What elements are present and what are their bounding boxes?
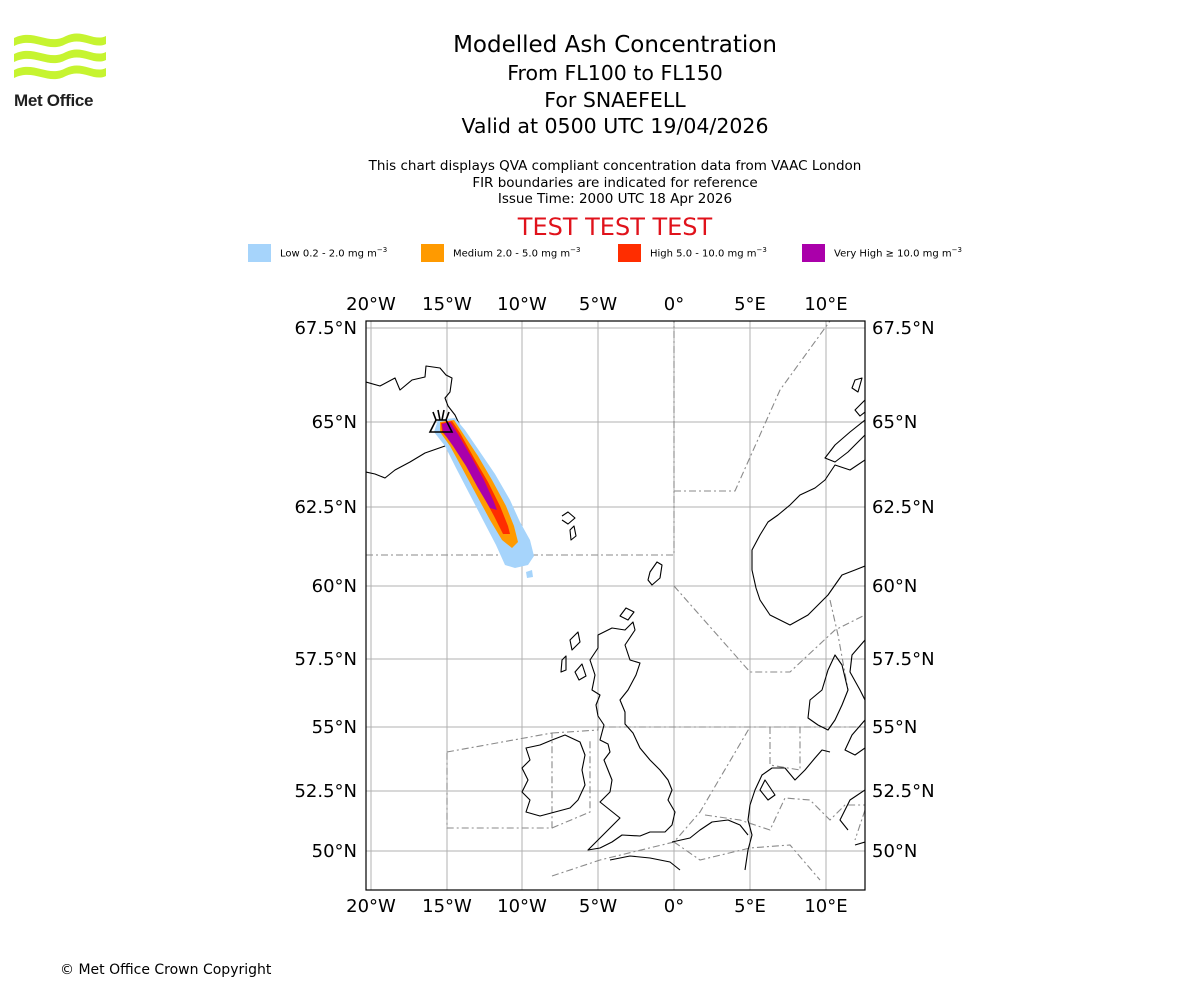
lon-tick-label: 20°W: [346, 294, 396, 315]
lon-tick-label: 0°: [664, 294, 684, 315]
legend-name: Medium: [453, 248, 493, 260]
lon-tick-label: 5°W: [579, 896, 617, 917]
legend-swatch-low: [248, 244, 271, 262]
volcano-icon: [428, 409, 454, 433]
subtitle-line: This chart displays QVA compliant concen…: [368, 158, 862, 174]
lon-tick-label: 20°W: [346, 896, 396, 917]
ash-low-blob: [526, 570, 533, 578]
legend-name: High: [650, 248, 673, 260]
subtitle-line: FIR boundaries are indicated for referen…: [472, 174, 758, 191]
lat-tick-label: 57.5°N: [294, 649, 357, 670]
subtitle-block: This chart displays QVA compliant concen…: [315, 158, 915, 208]
legend-range: 5.0 - 10.0: [676, 248, 725, 260]
legend-range: 0.2 - 2.0: [302, 248, 345, 260]
lat-tick-label: 62.5°N: [294, 497, 357, 518]
coastlines: [366, 365, 865, 871]
lon-tick-label: 5°E: [734, 896, 766, 917]
lon-tick-label: 5°E: [734, 294, 766, 315]
legend-label-medium: Medium 2.0 - 5.0 mg m−3: [453, 246, 581, 259]
lon-tick-label: 10°E: [804, 294, 847, 315]
lat-tick-label: 50°N: [872, 841, 917, 862]
lon-tick-label: 10°W: [497, 896, 547, 917]
valid-time: Valid at 0500 UTC 19/04/2026: [461, 114, 769, 138]
chart-title: Modelled Ash Concentration: [453, 32, 777, 58]
legend-unit: mg m: [922, 248, 952, 260]
legend-unit: mg m: [727, 248, 757, 260]
copyright: © Met Office Crown Copyright: [60, 962, 272, 978]
lat-labels-left: 67.5°N 65°N 62.5°N 60°N 57.5°N 55°N 52.5…: [294, 318, 357, 862]
lat-tick-label: 60°N: [312, 576, 357, 597]
issue-time: Issue Time: 2000 UTC 18 Apr 2026: [497, 191, 733, 207]
lat-tick-label: 52.5°N: [872, 781, 935, 802]
volcano-name: For SNAEFELL: [544, 87, 686, 112]
lat-tick-label: 65°N: [872, 412, 917, 433]
lon-tick-label: 15°W: [422, 896, 472, 917]
legend-label-low: Low 0.2 - 2.0 mg m−3: [280, 246, 387, 259]
legend-unit-exp: −3: [376, 246, 388, 254]
lat-tick-label: 55°N: [312, 717, 357, 738]
legend-unit-exp: −3: [756, 246, 767, 254]
met-office-logo: Met Office: [14, 30, 109, 112]
legend-unit-exp: −3: [951, 246, 962, 254]
lat-tick-label: 67.5°N: [872, 318, 935, 339]
lon-tick-label: 10°W: [497, 294, 547, 315]
legend-unit-exp: −3: [570, 246, 581, 254]
wave-logo-icon: [14, 33, 106, 80]
legend-name: Very High: [834, 248, 883, 260]
legend-swatch-very-high: [802, 244, 825, 262]
lon-labels-bottom: 20°W 15°W 10°W 5°W 0° 5°E 10°E: [346, 896, 847, 917]
legend-range: 2.0 - 5.0: [496, 248, 538, 260]
test-banner: TEST TEST TEST: [517, 213, 713, 241]
lat-tick-label: 52.5°N: [294, 781, 357, 802]
lat-tick-label: 60°N: [872, 576, 917, 597]
lon-tick-label: 15°W: [422, 294, 472, 315]
ash-very-high: [442, 422, 497, 510]
ash-plume: [434, 418, 534, 578]
lat-tick-label: 55°N: [872, 717, 917, 738]
lat-tick-label: 62.5°N: [872, 497, 935, 518]
logo-text: Met Office: [14, 91, 94, 110]
legend-swatch-medium: [421, 244, 444, 262]
lon-labels-top: 20°W 15°W 10°W 5°W 0° 5°E 10°E: [346, 294, 847, 315]
fir-boundaries: [366, 321, 865, 881]
map-frame: [365, 320, 866, 891]
lat-tick-label: 67.5°N: [294, 318, 357, 339]
lat-tick-label: 57.5°N: [872, 649, 935, 670]
lon-tick-label: 0°: [664, 896, 684, 917]
legend-name: Low: [280, 248, 300, 260]
legend-unit: mg m: [347, 248, 377, 260]
legend-unit: mg m: [541, 248, 571, 260]
lon-tick-label: 5°W: [579, 294, 617, 315]
legend-swatch-high: [618, 244, 641, 262]
lat-tick-label: 50°N: [312, 841, 357, 862]
flight-levels: From FL100 to FL150: [507, 61, 723, 85]
title-block: Modelled Ash Concentration From FL100 to…: [315, 30, 915, 140]
map-background: [366, 321, 865, 890]
lat-labels-right: 67.5°N 65°N 62.5°N 60°N 57.5°N 55°N 52.5…: [872, 318, 935, 862]
legend-label-very-high: Very High ≥ 10.0 mg m−3: [834, 246, 962, 259]
legend-label-high: High 5.0 - 10.0 mg m−3: [650, 246, 767, 259]
lon-tick-label: 10°E: [804, 896, 847, 917]
lat-tick-label: 65°N: [312, 412, 357, 433]
legend-range: ≥ 10.0: [885, 248, 920, 260]
